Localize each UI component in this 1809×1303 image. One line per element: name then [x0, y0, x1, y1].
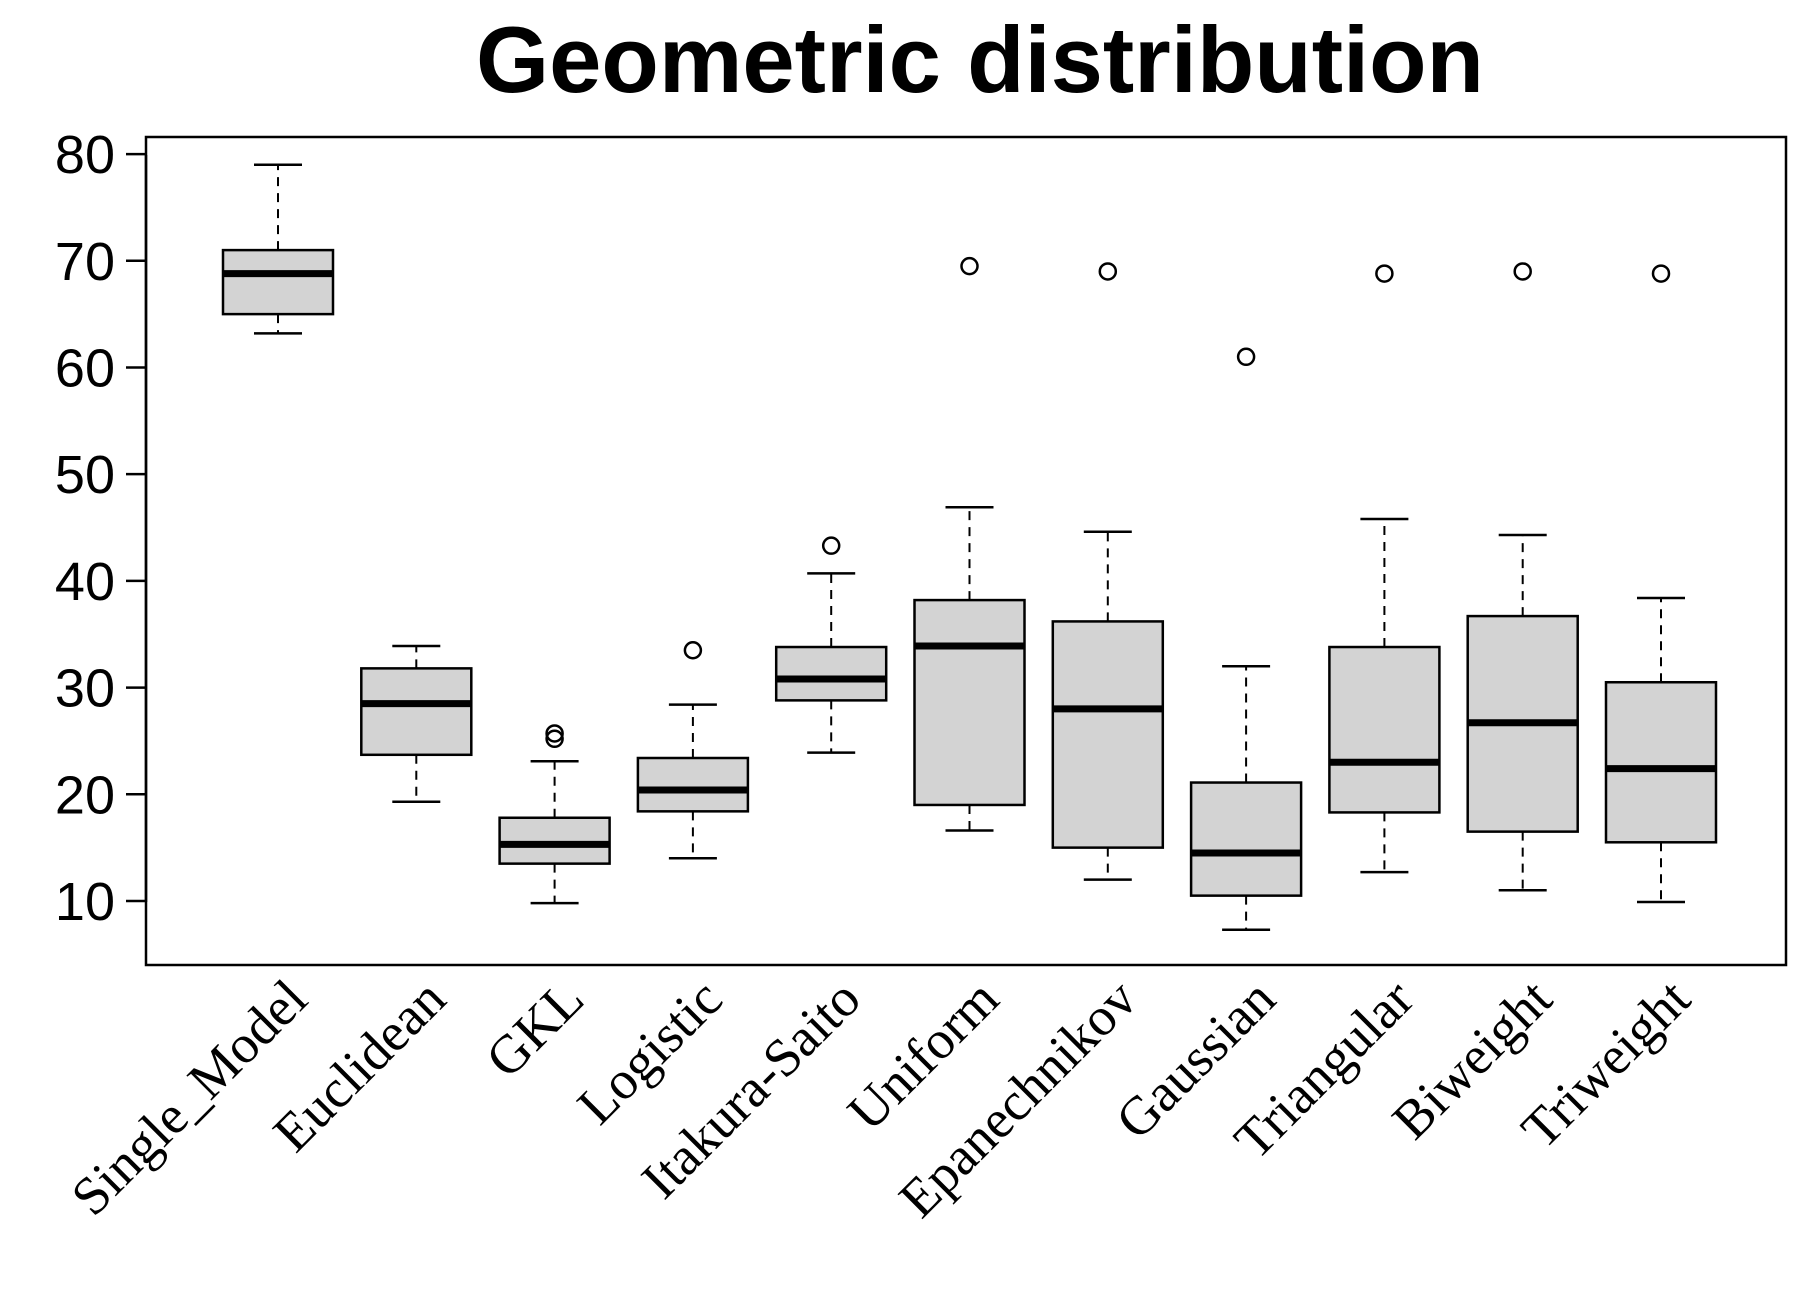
y-tick-label: 80: [55, 125, 115, 185]
iqr-box: [636, 756, 750, 813]
plot-frame: [144, 135, 1788, 967]
y-tick-label: 50: [55, 445, 115, 505]
iqr-box: [1051, 620, 1165, 849]
x-tick-label: GKL: [474, 968, 595, 1089]
iqr-box: [498, 816, 611, 865]
outlier-point: [1375, 264, 1394, 283]
y-tick-label: 60: [55, 338, 115, 398]
outlier-point: [821, 536, 841, 555]
box-biweight: [1466, 262, 1579, 892]
outlier-point: [960, 256, 979, 276]
iqr-box: [221, 248, 335, 316]
iqr-box: [1328, 645, 1441, 814]
box-logistic: [636, 640, 750, 860]
iqr-box: [360, 667, 473, 757]
outlier-point: [1236, 347, 1256, 367]
box-triweight: [1604, 264, 1718, 904]
y-tick-label: 20: [55, 765, 115, 825]
iqr-box: [1189, 781, 1303, 897]
box-single-model: [221, 163, 335, 335]
box-epanechnikov: [1051, 262, 1165, 881]
box-gkl: [498, 724, 611, 905]
box-uniform: [913, 256, 1026, 832]
box-gaussian: [1189, 347, 1303, 932]
outlier-point: [545, 724, 564, 743]
outlier-point: [1513, 262, 1532, 281]
y-tick-label: 30: [55, 659, 115, 719]
chart-title: Geometric distribution: [476, 7, 1484, 112]
y-tick-label: 40: [55, 552, 115, 612]
outlier-point: [683, 640, 703, 660]
outlier-point: [1651, 264, 1671, 283]
outlier-point: [1098, 262, 1118, 281]
iqr-box: [774, 645, 888, 702]
y-tick-label: 70: [55, 232, 115, 292]
iqr-box: [1604, 680, 1718, 844]
y-axis: 10 20 30 40 50 60 70 80: [55, 125, 146, 932]
boxes-layer: [221, 163, 1718, 932]
box-itakura-saito: [774, 536, 888, 754]
x-tick-label: Epanechnikov: [887, 968, 1148, 1229]
y-tick-label: 10: [55, 872, 115, 932]
box-euclidean: [360, 644, 473, 803]
outlier-point: [545, 729, 564, 749]
box-triangular: [1328, 264, 1441, 874]
x-tick-label: Single_Model: [60, 968, 319, 1227]
iqr-box: [913, 598, 1026, 807]
